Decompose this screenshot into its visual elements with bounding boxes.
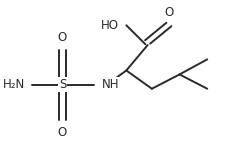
Text: O: O (58, 31, 67, 44)
Text: O: O (58, 126, 67, 139)
Text: O: O (164, 6, 173, 19)
Text: S: S (58, 78, 66, 91)
Text: H₂N: H₂N (3, 78, 25, 91)
Text: NH: NH (101, 78, 119, 91)
Text: HO: HO (100, 19, 118, 32)
